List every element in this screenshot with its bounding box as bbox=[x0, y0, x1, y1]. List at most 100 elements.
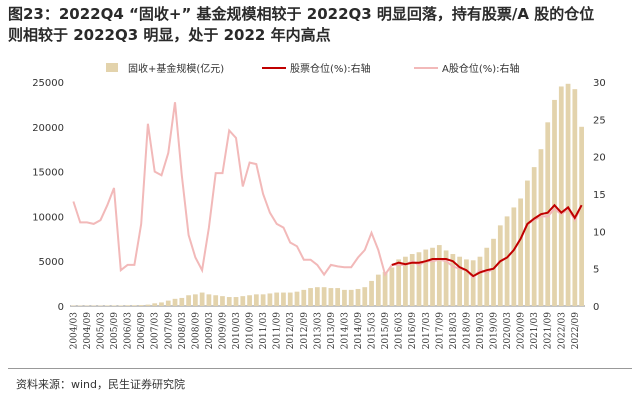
bar bbox=[579, 126, 584, 306]
bar bbox=[104, 305, 110, 306]
x-tick-label: 2017/09 bbox=[435, 312, 445, 350]
bar bbox=[125, 305, 130, 306]
bar bbox=[206, 294, 212, 306]
legend-label: A股仓位(%):右轴 bbox=[442, 62, 520, 75]
x-tick-label: 2010/03 bbox=[232, 312, 242, 350]
x-tick-label: 2005/09 bbox=[110, 312, 120, 350]
bar bbox=[369, 280, 374, 306]
bar bbox=[165, 300, 171, 306]
legend-swatch bbox=[106, 63, 118, 72]
bar bbox=[226, 297, 232, 306]
bar bbox=[179, 297, 185, 306]
y2-tick-label: 5 bbox=[593, 265, 599, 276]
bar bbox=[362, 287, 368, 306]
bar bbox=[464, 259, 469, 306]
bar bbox=[240, 296, 246, 306]
x-tick-label: 2006/03 bbox=[124, 312, 134, 350]
bar bbox=[491, 238, 496, 306]
bar bbox=[531, 167, 537, 306]
divider bbox=[8, 368, 632, 369]
x-tick-label: 2018/09 bbox=[462, 312, 472, 350]
bar bbox=[274, 292, 280, 306]
y2-tick-label: 30 bbox=[593, 78, 606, 89]
bar bbox=[348, 289, 354, 306]
x-tick-label: 2012/09 bbox=[300, 312, 310, 350]
bar bbox=[552, 99, 557, 306]
chart: 0 5000 10000 15000 20000 25000 0 5 10 15 20 25 30 200… bbox=[32, 62, 606, 350]
bar bbox=[450, 254, 456, 306]
bar bbox=[145, 304, 151, 306]
bar bbox=[247, 295, 252, 306]
bar bbox=[308, 288, 313, 306]
x-tick-label: 2011/09 bbox=[273, 312, 283, 350]
y2-tick-label: 0 bbox=[593, 302, 599, 313]
bar bbox=[518, 198, 523, 306]
bar bbox=[504, 216, 510, 306]
x-tick-label: 2004/09 bbox=[83, 312, 93, 350]
x-tick-label: 2019/03 bbox=[476, 312, 486, 350]
x-tick-label: 2009/03 bbox=[205, 312, 215, 350]
bar bbox=[396, 259, 402, 306]
bar bbox=[335, 288, 341, 306]
bar bbox=[545, 122, 551, 306]
x-tick-label: 2006/09 bbox=[137, 312, 147, 350]
line bbox=[391, 203, 583, 278]
bar bbox=[213, 295, 219, 306]
bar bbox=[477, 256, 483, 306]
y-tick-label: 25000 bbox=[32, 78, 64, 89]
x-tick-label: 2008/09 bbox=[191, 312, 201, 350]
bar bbox=[511, 207, 517, 306]
bar bbox=[199, 292, 205, 306]
y2-tick-label: 20 bbox=[593, 153, 606, 164]
bar bbox=[409, 254, 415, 306]
bar bbox=[152, 303, 158, 306]
bar bbox=[538, 149, 544, 306]
y-tick-label: 20000 bbox=[32, 123, 64, 134]
bar bbox=[382, 271, 388, 306]
bar bbox=[423, 249, 429, 306]
x-tick-label: 2022/03 bbox=[557, 312, 567, 350]
bar bbox=[430, 247, 435, 306]
bar bbox=[321, 287, 327, 306]
bar bbox=[186, 295, 191, 306]
x-tick-label: 2020/03 bbox=[503, 312, 513, 350]
legend-label: 固收+基金规模(亿元) bbox=[128, 62, 224, 75]
bar bbox=[484, 247, 490, 306]
bar bbox=[281, 292, 286, 306]
bar bbox=[355, 288, 361, 306]
x-tick-label: 2019/09 bbox=[490, 312, 500, 350]
x-tick-label: 2013/09 bbox=[327, 312, 337, 350]
bar bbox=[233, 297, 239, 306]
source: 资料来源：wind，民生证券研究院 bbox=[16, 378, 186, 391]
bar bbox=[342, 289, 347, 306]
bar bbox=[443, 250, 449, 306]
x-tick-label: 2007/09 bbox=[164, 312, 174, 350]
bar bbox=[287, 292, 293, 306]
x-tick-label: 2013/03 bbox=[313, 312, 323, 350]
x-tick-label: 2008/03 bbox=[178, 312, 188, 350]
bar bbox=[558, 86, 564, 306]
bar bbox=[260, 294, 266, 306]
y-tick-label: 15000 bbox=[32, 168, 64, 179]
bar bbox=[111, 305, 117, 306]
x-tick-label: 2014/09 bbox=[354, 312, 364, 350]
bar bbox=[565, 83, 571, 307]
x-tick-label: 2005/03 bbox=[96, 312, 106, 350]
x-tick-label: 2007/03 bbox=[151, 312, 161, 350]
bar bbox=[572, 89, 578, 306]
bar bbox=[436, 245, 442, 306]
bar bbox=[220, 296, 225, 306]
x-tick-label: 2018/03 bbox=[449, 312, 459, 350]
bar bbox=[172, 298, 178, 306]
x-tick-label: 2017/03 bbox=[422, 312, 432, 350]
bar bbox=[132, 305, 137, 306]
x-tick-label: 2015/09 bbox=[381, 312, 391, 350]
bar bbox=[314, 287, 320, 306]
x-tick-label: 2010/09 bbox=[246, 312, 256, 350]
bar bbox=[497, 225, 503, 306]
title: 图23：2022Q4 “固收+” 基金规模相较于 2022Q3 明显回落，持有股… bbox=[8, 5, 595, 44]
y-tick-label: 5000 bbox=[39, 257, 64, 268]
bar bbox=[301, 289, 307, 306]
y-tick-label: 0 bbox=[58, 302, 64, 313]
